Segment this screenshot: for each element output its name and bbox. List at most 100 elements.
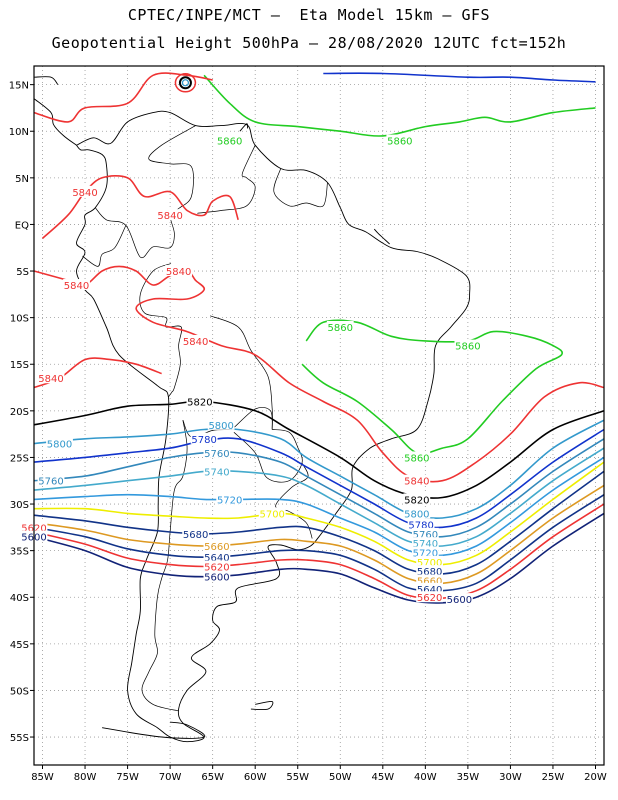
coastline <box>33 98 77 146</box>
contour-label-bg <box>37 474 65 486</box>
height-contour <box>33 419 605 519</box>
lat-tick-label: 40S <box>10 593 29 604</box>
contour-label: 5740 <box>413 539 438 550</box>
lon-tick-label: 50W <box>329 772 352 783</box>
contour-label-bg <box>416 555 443 567</box>
height-contour <box>33 470 605 575</box>
country-border <box>95 125 196 259</box>
contour-label-bg <box>156 209 184 221</box>
height-contour <box>41 174 239 239</box>
coastline <box>76 110 471 743</box>
country-border <box>141 420 188 712</box>
height-contour <box>33 503 605 600</box>
contour-label: 5800 <box>208 421 233 432</box>
height-contour <box>33 484 605 585</box>
contour-label: 5760 <box>38 477 63 488</box>
contour-label-bg <box>416 565 443 577</box>
plot-border <box>33 65 605 766</box>
contour-label: 5860 <box>217 137 242 148</box>
height-contour <box>301 319 563 455</box>
contour-label: 5720 <box>217 495 242 506</box>
lat-tick-label: 15S <box>10 360 29 371</box>
lon-tick-label: 65W <box>201 772 224 783</box>
contour-label-bg <box>207 418 235 430</box>
contour-label-bg <box>403 474 431 486</box>
height-contour <box>33 265 605 483</box>
lat-tick-label: 5N <box>15 174 29 185</box>
contour-label: 5780 <box>408 521 433 532</box>
contour-label-bg <box>203 570 231 582</box>
contour-label-bg <box>411 537 439 549</box>
contour-label-bg <box>216 134 244 146</box>
lat-tick-label: 50S <box>10 686 29 697</box>
contour-label: 5840 <box>157 211 182 222</box>
contour-label: 5860 <box>455 342 480 353</box>
lat-tick-label: 15N <box>9 81 29 92</box>
height-contour <box>323 72 596 83</box>
height-contour <box>33 72 213 123</box>
low-pressure-center <box>174 73 197 93</box>
height-contour <box>33 494 605 592</box>
lat-tick-label: 20S <box>10 407 29 418</box>
contour-label-bg <box>416 582 443 594</box>
contour-label: 5760 <box>413 530 438 541</box>
contour-label: 5680 <box>183 530 208 541</box>
lon-tick-label: 80W <box>74 772 97 783</box>
country-border <box>197 145 256 214</box>
contour-label: 5680 <box>417 567 442 578</box>
contour-label: 5700 <box>259 509 284 520</box>
contour-label-bg <box>416 574 443 586</box>
contour-label-bg <box>416 591 443 603</box>
contour-label: 5640 <box>204 553 229 564</box>
chart-title: CPTEC/INPE/MCT – Eta Model 15km – GFS <box>127 6 491 24</box>
contour-label: 5600 <box>204 573 229 584</box>
contour-label-bg <box>165 265 193 277</box>
contour-label: 5840 <box>166 267 191 278</box>
contour-label: 5600 <box>447 595 472 606</box>
height-contour <box>203 74 596 137</box>
lat-tick-label: EQ <box>15 220 29 231</box>
contour-label: 5760 <box>204 449 229 460</box>
contour-label: 5620 <box>417 593 442 604</box>
contour-label-bg <box>182 334 210 346</box>
contour-label-bg <box>403 493 431 505</box>
contour-label-bg <box>186 395 214 407</box>
height-contours <box>33 72 605 604</box>
lat-tick-label: 55S <box>10 733 29 744</box>
chart-subtitle: Geopotential Height 500hPa – 28/08/2020 … <box>51 34 567 52</box>
coastline <box>102 721 206 739</box>
lat-tick-label: 35S <box>10 547 29 558</box>
contour-label-bg <box>407 518 435 530</box>
contour-label-bg <box>203 539 231 551</box>
lon-tick-label: 35W <box>457 772 480 783</box>
longitude-ticks: 85W 80W 75W 70W 65W 60W 55W 50W 45W 40W 35W 30W 25W 2… <box>31 765 607 783</box>
lon-tick-label: 85W <box>31 772 54 783</box>
lon-tick-label: 40W <box>414 772 437 783</box>
latitude-ticks: 15N 10N 5N EQ 5S 10S 15S 20S 25S 30S 35S 40S 45S 50S 5… <box>9 81 34 744</box>
lat-tick-label: 30S <box>10 500 29 511</box>
coastline <box>239 123 248 132</box>
lon-tick-label: 30W <box>499 772 522 783</box>
contour-label: 5800 <box>47 439 72 450</box>
lon-tick-label: 75W <box>116 772 139 783</box>
contour-label-bg <box>190 432 218 444</box>
contour-label: 5660 <box>204 542 229 553</box>
contour-label-bg <box>258 507 286 519</box>
contour-label-bg <box>182 527 210 539</box>
contour-labels: 5860 5860 5860 5860 5860 5840 5840 5840 5840 5840… <box>20 134 482 606</box>
lon-tick-label: 55W <box>286 772 309 783</box>
lat-tick-label: 25S <box>10 453 29 464</box>
country-border <box>139 263 183 398</box>
lon-tick-label: 45W <box>371 772 394 783</box>
contour-label-bg <box>216 493 244 505</box>
lon-tick-label: 20W <box>584 772 607 783</box>
height-contour <box>33 447 605 547</box>
height-contour <box>33 438 605 538</box>
contour-label: 5660 <box>417 576 442 587</box>
low-outer-ring <box>174 73 197 93</box>
contour-label: 5860 <box>404 453 429 464</box>
lat-tick-label: 10N <box>9 127 29 138</box>
contour-label: 5860 <box>387 137 412 148</box>
height-contour <box>33 400 605 499</box>
